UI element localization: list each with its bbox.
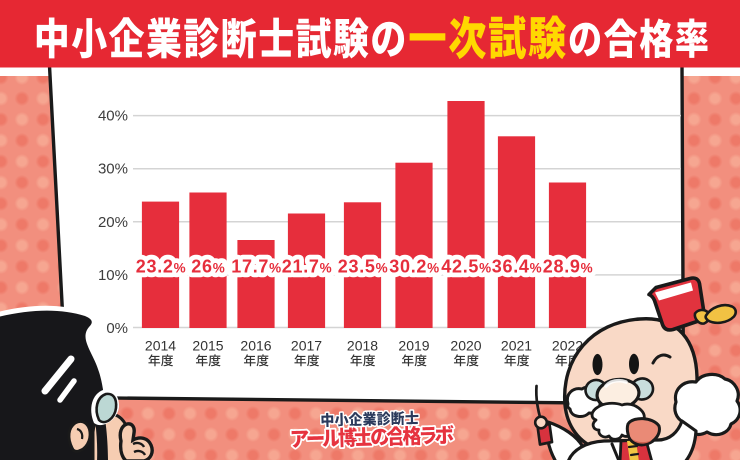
svg-text:2022: 2022: [552, 338, 583, 354]
svg-text:36.4%: 36.4%: [492, 257, 543, 277]
svg-text:23.2%: 23.2%: [136, 257, 187, 277]
svg-text:2014: 2014: [145, 338, 176, 354]
svg-text:10%: 10%: [98, 267, 128, 284]
svg-text:2021: 2021: [501, 338, 532, 354]
svg-text:2016: 2016: [240, 338, 271, 354]
svg-text:2015: 2015: [192, 338, 223, 354]
svg-text:23.5%: 23.5%: [338, 257, 389, 277]
svg-text:2017: 2017: [291, 338, 322, 354]
svg-text:30%: 30%: [98, 161, 128, 178]
svg-text:17.7%: 17.7%: [231, 257, 282, 277]
svg-text:28.9%: 28.9%: [543, 257, 594, 277]
svg-text:36.4%: 36.4%: [492, 257, 543, 277]
svg-text:20%: 20%: [98, 214, 128, 231]
svg-text:30.2%: 30.2%: [389, 257, 440, 277]
svg-text:0%: 0%: [106, 320, 128, 337]
svg-text:2019: 2019: [398, 338, 429, 354]
svg-text:21.7%: 21.7%: [282, 257, 333, 277]
svg-text:23.5%: 23.5%: [338, 257, 389, 277]
svg-text:26%: 26%: [191, 257, 225, 277]
svg-text:42.5%: 42.5%: [441, 257, 492, 277]
svg-text:2020: 2020: [450, 338, 481, 354]
svg-text:40%: 40%: [98, 108, 128, 125]
svg-text:2018: 2018: [347, 338, 378, 354]
